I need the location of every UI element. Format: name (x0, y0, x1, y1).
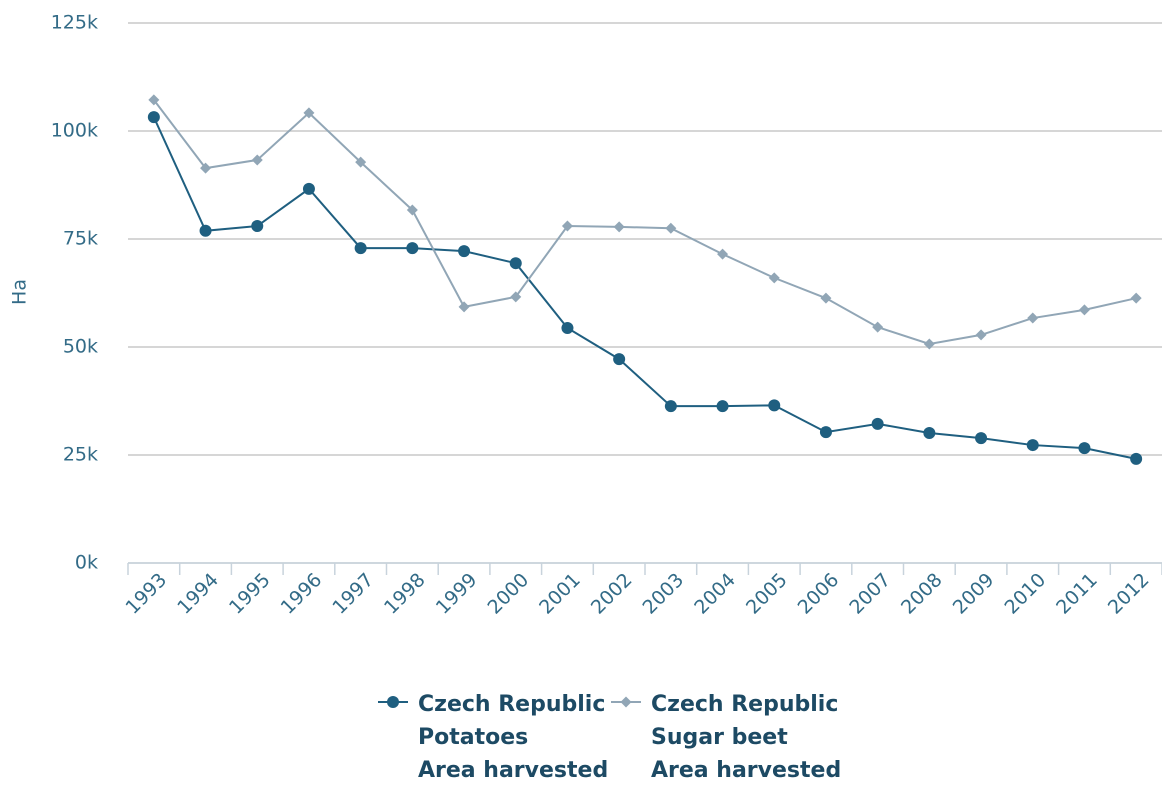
point (923, 338, 935, 350)
series-line (152, 116, 1137, 460)
x-tick-label: 2005 (742, 569, 792, 619)
point (975, 432, 988, 445)
y-axis-title: Ha (9, 279, 31, 305)
point (871, 417, 884, 430)
point (354, 242, 367, 255)
point (510, 291, 522, 303)
legend-marker (387, 696, 399, 708)
x-tick-label: 1993 (122, 569, 172, 619)
point (509, 257, 522, 270)
point (1130, 452, 1143, 465)
y-tick-label: 0k (75, 552, 98, 574)
point (768, 272, 780, 284)
y-tick-label: 100k (51, 120, 98, 142)
point (768, 399, 781, 412)
x-tick-label: 2003 (639, 569, 689, 619)
point (975, 329, 987, 341)
x-tick-label: 2002 (587, 569, 637, 619)
point (458, 245, 471, 258)
point (406, 242, 419, 255)
point (199, 224, 212, 237)
y-tick-label: 50k (63, 336, 98, 358)
point (923, 426, 936, 439)
legend-marker (620, 696, 632, 708)
x-tick-label: 2009 (949, 569, 999, 619)
point (251, 154, 263, 166)
x-tick-label: 2007 (845, 569, 895, 619)
series-line (153, 99, 1137, 346)
point (613, 221, 625, 233)
point (303, 107, 315, 119)
point (148, 94, 160, 106)
y-tick-label: 25k (63, 444, 98, 466)
point (458, 301, 470, 313)
x-tick-label: 2012 (1104, 569, 1154, 619)
point (1026, 439, 1039, 452)
x-tick-label: 2006 (794, 569, 844, 619)
y-tick-label: 125k (51, 12, 98, 34)
point (561, 220, 573, 232)
point (200, 162, 212, 174)
x-tick-label: 1997 (328, 569, 378, 619)
x-tick-label: 2001 (535, 569, 585, 619)
point (406, 204, 418, 216)
legend-label: Czech Republic Potatoes Area harvested (418, 692, 609, 783)
point (251, 220, 264, 233)
point (1078, 304, 1090, 316)
x-tick-label: 2004 (690, 569, 740, 619)
point (302, 182, 315, 195)
x-tick-label: 1998 (380, 569, 430, 619)
x-tick-label: 1999 (432, 569, 482, 619)
point (613, 353, 626, 366)
point (819, 426, 832, 439)
x-tick-label: 2000 (483, 569, 533, 619)
point (1130, 292, 1142, 304)
x-tick-label: 1994 (173, 569, 223, 619)
legend-label: Czech Republic Sugar beet Area harvested (651, 692, 842, 783)
point (665, 222, 677, 234)
x-tick-label: 2010 (1000, 569, 1050, 619)
point (1027, 312, 1039, 324)
point (716, 400, 729, 413)
point (664, 400, 677, 413)
x-tick-label: 1996 (277, 569, 327, 619)
x-tick-label: 2008 (897, 569, 947, 619)
point (820, 292, 832, 304)
x-tick-label: 1995 (225, 569, 275, 619)
point (355, 156, 367, 168)
point (147, 111, 160, 124)
x-tick-label: 2011 (1052, 569, 1102, 619)
point (872, 321, 884, 333)
point (717, 248, 729, 260)
point (1078, 442, 1091, 455)
point (561, 321, 574, 334)
y-tick-label: 75k (63, 228, 98, 250)
